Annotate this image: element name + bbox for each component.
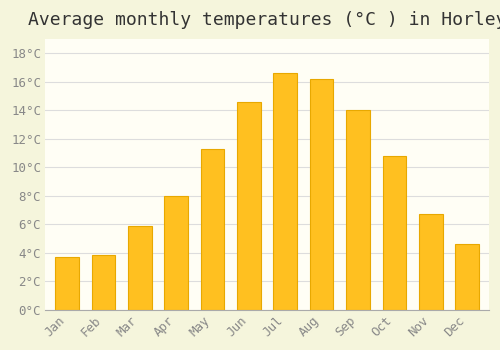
Bar — [164, 196, 188, 310]
Bar — [382, 156, 406, 310]
Bar — [310, 79, 334, 310]
Bar — [419, 214, 442, 310]
Bar — [128, 226, 152, 310]
Bar — [346, 110, 370, 310]
Bar — [92, 256, 116, 310]
Bar — [56, 257, 79, 310]
Title: Average monthly temperatures (°C ) in Horley: Average monthly temperatures (°C ) in Ho… — [28, 11, 500, 29]
Bar — [237, 102, 260, 310]
Bar — [274, 73, 297, 310]
Bar — [200, 149, 224, 310]
Bar — [456, 244, 479, 310]
